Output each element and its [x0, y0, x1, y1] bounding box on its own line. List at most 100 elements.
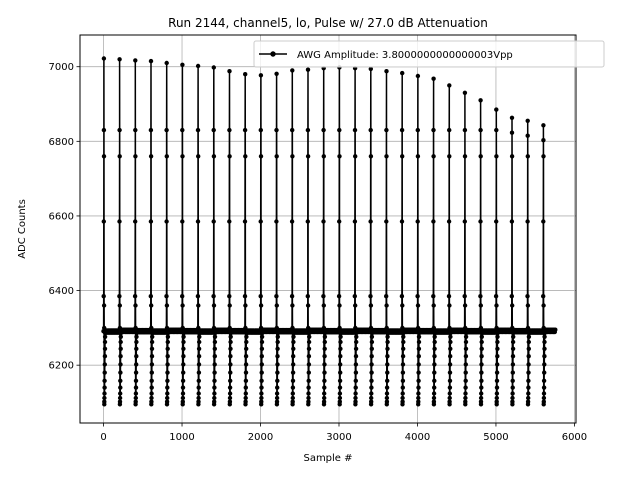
data-point — [275, 354, 280, 359]
data-point — [306, 354, 312, 359]
data-point — [180, 399, 185, 404]
x-tick-label: 5000 — [483, 432, 508, 443]
data-point — [462, 127, 468, 133]
data-point — [243, 362, 249, 367]
data-point — [228, 378, 233, 383]
y-tick-label: 6800 — [49, 137, 74, 148]
data-point — [212, 399, 217, 404]
data-point — [415, 127, 420, 133]
data-point — [118, 370, 123, 375]
data-point — [117, 303, 123, 308]
data-point — [133, 127, 138, 133]
data-point — [181, 354, 186, 359]
data-point — [338, 339, 343, 345]
data-point — [431, 391, 437, 396]
data-point — [416, 395, 421, 401]
data-point — [369, 385, 374, 390]
data-point — [259, 339, 265, 345]
data-point — [228, 334, 233, 339]
data-point — [227, 69, 232, 74]
data-point — [525, 399, 531, 404]
data-point — [400, 385, 405, 390]
data-point — [289, 219, 295, 224]
data-point — [290, 127, 295, 133]
data-point — [322, 334, 328, 339]
data-point — [243, 154, 248, 159]
data-point — [463, 370, 468, 375]
data-point — [463, 399, 468, 404]
data-point — [164, 219, 169, 224]
data-point — [369, 362, 374, 367]
data-point — [400, 395, 405, 401]
data-point — [384, 219, 389, 224]
data-point — [416, 334, 422, 339]
data-point — [510, 303, 515, 308]
data-point — [510, 395, 515, 401]
x-tick-label: 0 — [100, 432, 106, 443]
data-point — [306, 346, 312, 351]
data-point — [353, 354, 359, 359]
data-point — [242, 219, 248, 224]
data-point — [447, 362, 453, 367]
data-point — [416, 391, 421, 396]
data-point — [479, 362, 484, 367]
data-point — [228, 346, 233, 351]
data-point — [290, 68, 295, 73]
data-point — [415, 219, 420, 224]
data-point — [244, 334, 249, 339]
data-point — [416, 385, 421, 390]
data-point — [541, 399, 546, 404]
data-point — [212, 385, 217, 390]
data-point — [494, 399, 499, 404]
data-point — [211, 65, 216, 70]
data-point — [353, 395, 358, 401]
data-point — [415, 303, 421, 308]
data-point — [259, 362, 264, 367]
data-point — [541, 303, 546, 308]
data-point — [369, 346, 374, 351]
data-point — [494, 154, 499, 159]
data-point — [243, 391, 248, 396]
data-point — [306, 339, 312, 345]
data-point — [321, 154, 326, 159]
data-point — [478, 399, 484, 404]
data-point — [211, 154, 217, 159]
data-point — [258, 294, 263, 299]
data-point — [447, 378, 453, 383]
data-point — [243, 378, 249, 383]
data-point — [165, 378, 170, 383]
data-point — [149, 303, 154, 308]
data-point — [432, 362, 437, 367]
data-point — [447, 127, 452, 133]
data-point — [509, 294, 514, 299]
data-point — [212, 346, 217, 351]
data-point — [541, 385, 547, 390]
data-point — [337, 399, 342, 404]
data-point — [102, 391, 107, 396]
data-point — [118, 362, 123, 367]
data-point — [399, 294, 405, 299]
data-point — [290, 399, 295, 404]
data-point — [275, 362, 280, 367]
data-point — [149, 395, 154, 401]
data-point — [353, 370, 359, 375]
data-point — [493, 294, 499, 299]
data-point — [385, 339, 390, 345]
data-point — [259, 354, 264, 359]
data-point — [197, 334, 202, 339]
data-point — [180, 219, 185, 224]
data-point — [432, 346, 437, 351]
data-point — [212, 334, 218, 339]
data-point — [447, 395, 452, 401]
data-point — [511, 334, 516, 339]
data-point — [431, 76, 436, 81]
data-point — [431, 303, 436, 308]
data-point — [180, 127, 185, 133]
data-point — [368, 66, 373, 72]
data-point — [463, 385, 468, 390]
data-point — [369, 339, 375, 345]
data-point — [431, 127, 436, 133]
data-point — [117, 154, 122, 159]
data-point — [102, 370, 107, 375]
data-point — [228, 354, 233, 359]
